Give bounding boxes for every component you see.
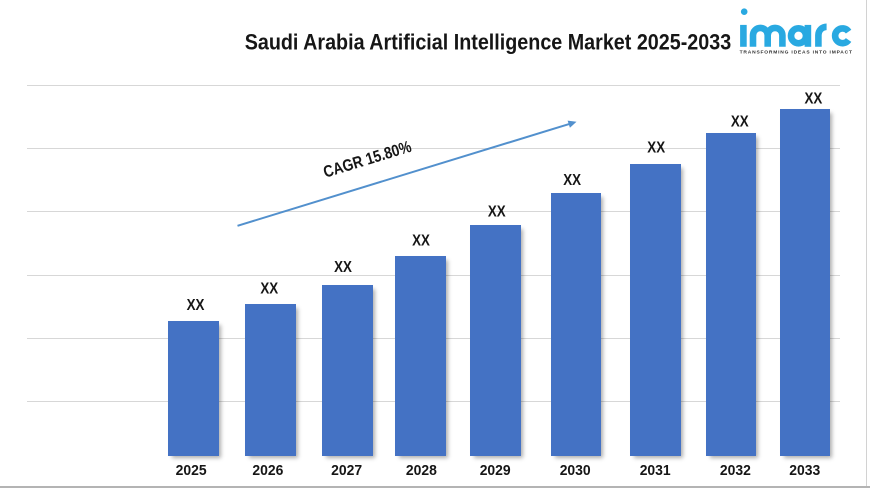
- svg-text:XX: XX: [412, 232, 430, 249]
- svg-text:2025: 2025: [176, 463, 207, 479]
- svg-text:2033: 2033: [789, 463, 820, 479]
- svg-text:2030: 2030: [560, 463, 591, 479]
- svg-text:2032: 2032: [720, 463, 751, 479]
- svg-text:TRANSFORMING IDEAS INTO IMPACT: TRANSFORMING IDEAS INTO IMPACT: [740, 50, 852, 56]
- svg-text:Saudi Arabia Artificial Intell: Saudi Arabia Artificial Intelligence Mar…: [245, 29, 732, 54]
- svg-text:XX: XX: [647, 140, 665, 157]
- svg-text:2028: 2028: [406, 463, 437, 479]
- svg-text:XX: XX: [260, 280, 278, 297]
- svg-text:XX: XX: [563, 172, 581, 189]
- svg-text:XX: XX: [187, 297, 205, 314]
- svg-text:2031: 2031: [640, 463, 671, 479]
- svg-text:XX: XX: [805, 90, 823, 107]
- svg-text:2029: 2029: [480, 463, 511, 479]
- svg-text:2027: 2027: [331, 463, 362, 479]
- svg-text:2026: 2026: [252, 463, 283, 479]
- svg-text:XX: XX: [488, 203, 506, 220]
- svg-text:XX: XX: [731, 114, 749, 131]
- svg-text:XX: XX: [334, 259, 352, 276]
